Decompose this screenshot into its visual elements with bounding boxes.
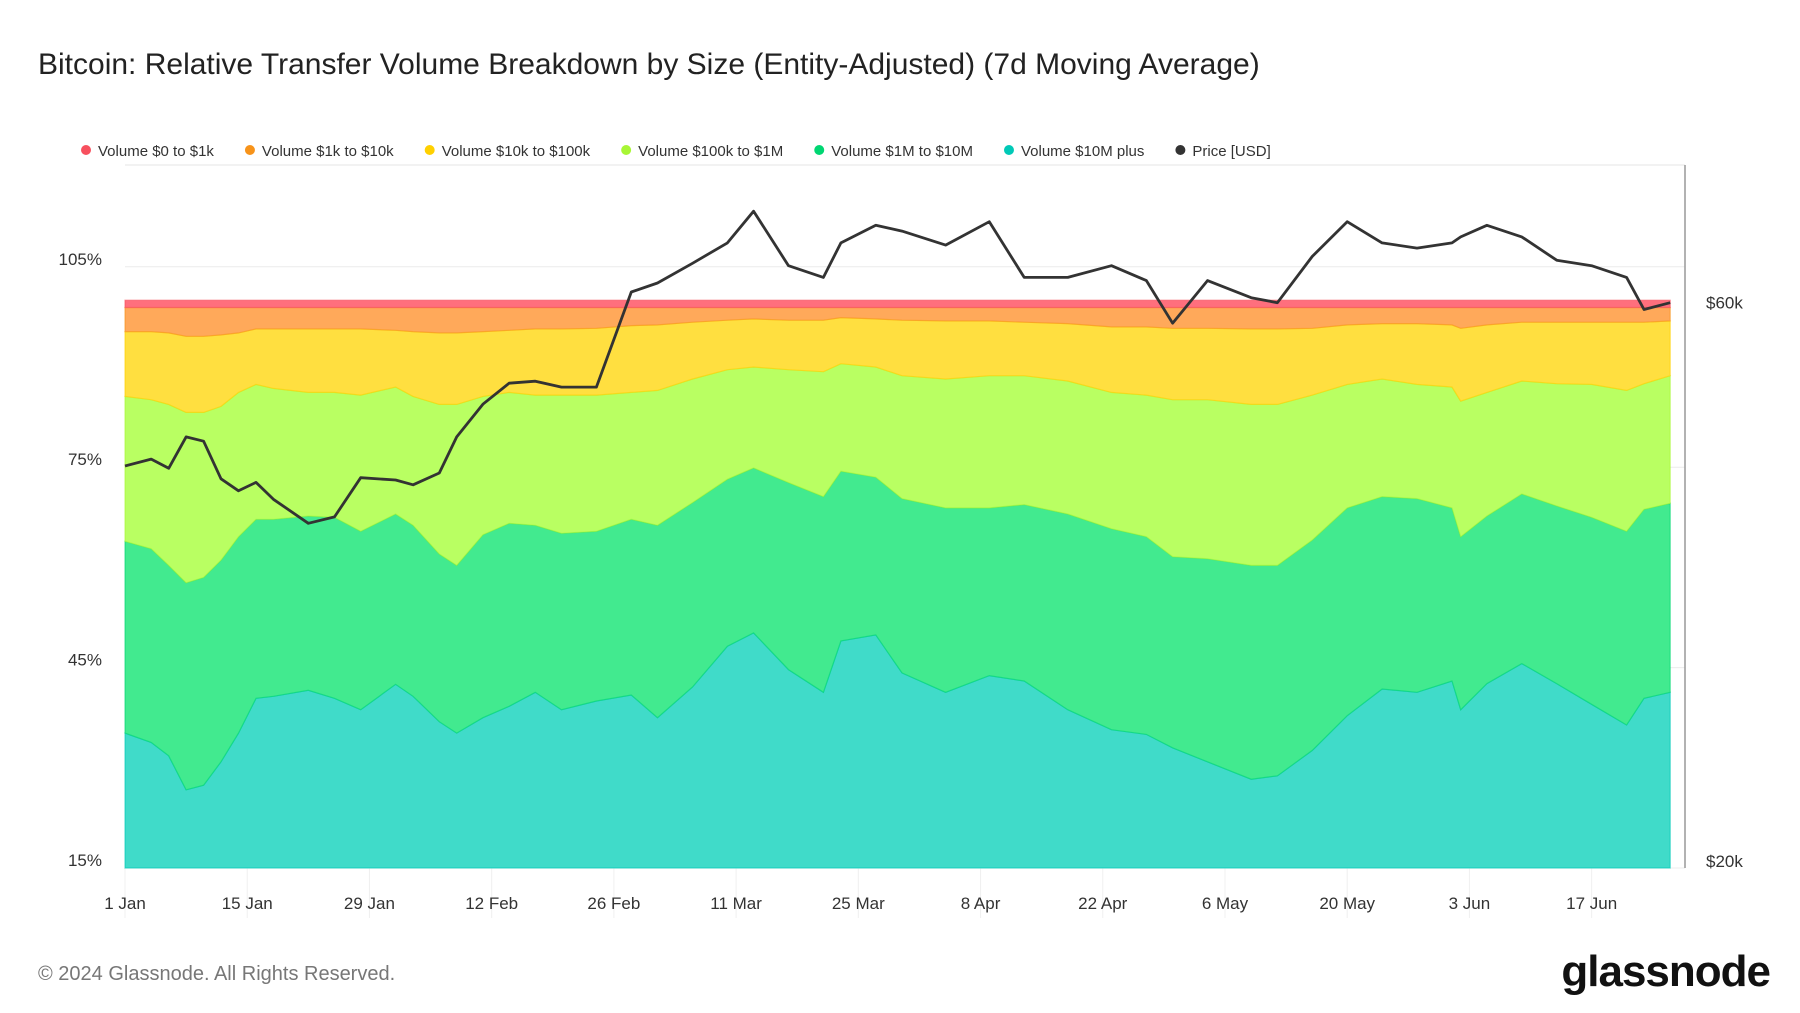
y-left-tick-label: 75% bbox=[68, 450, 102, 469]
x-tick-label: 6 May bbox=[1202, 894, 1249, 913]
legend-marker bbox=[621, 145, 632, 155]
y-left-tick-label: 105% bbox=[59, 250, 102, 269]
legend-marker bbox=[1175, 145, 1186, 155]
x-tick-label: 3 Jun bbox=[1449, 894, 1491, 913]
glassnode-logo: glassnode bbox=[1561, 947, 1770, 996]
chart-title: Bitcoin: Relative Transfer Volume Breakd… bbox=[38, 48, 1260, 81]
y-right-tick-label: $60k bbox=[1706, 293, 1743, 312]
legend: Volume $0 to $1k Volume $1k to $10k Volume… bbox=[81, 143, 1271, 160]
x-tick-label: 17 Jun bbox=[1566, 894, 1617, 913]
x-tick-label: 8 Apr bbox=[961, 894, 1001, 913]
price-line bbox=[124, 209, 1671, 525]
x-tick-label: 29 Jan bbox=[344, 894, 395, 913]
x-tick-label: 20 May bbox=[1319, 894, 1375, 913]
stacked-areas bbox=[124, 299, 1671, 869]
legend-marker bbox=[81, 145, 91, 155]
x-tick-label: 1 Jan bbox=[104, 894, 146, 913]
axes: 15% 45% 75% 105% $20k $60k 1 Jan 15 Jan 29 Jan 12… bbox=[59, 165, 1743, 913]
legend-label: Price [USD] bbox=[1192, 143, 1270, 160]
y-left-tick-label: 15% bbox=[68, 851, 102, 870]
y-right-tick-label: $20k bbox=[1706, 852, 1743, 871]
legend-marker bbox=[1003, 145, 1014, 155]
legend-label: Volume $10M plus bbox=[1021, 143, 1144, 160]
copyright: © 2024 Glassnode. All Rights Reserved. bbox=[38, 963, 395, 985]
legend-marker bbox=[424, 145, 435, 155]
x-tick-label: 12 Feb bbox=[465, 894, 518, 913]
price-series bbox=[124, 209, 1671, 525]
area-volume-0-to-1k bbox=[124, 299, 1671, 309]
x-tick-label: 11 Mar bbox=[710, 894, 762, 913]
legend-label: Volume $0 to $1k bbox=[98, 143, 214, 160]
legend-label: Volume $10k to $100k bbox=[442, 143, 591, 160]
x-tick-label: 26 Feb bbox=[587, 894, 640, 913]
legend-label: Volume $1k to $10k bbox=[262, 143, 394, 160]
x-tick-label: 22 Apr bbox=[1078, 894, 1127, 913]
legend-marker bbox=[244, 145, 255, 155]
legend-marker bbox=[814, 145, 825, 155]
legend-label: Volume $1M to $10M bbox=[831, 143, 973, 160]
legend-label: Volume $100k to $1M bbox=[638, 143, 783, 160]
y-left-tick-label: 45% bbox=[68, 651, 102, 670]
x-tick-label: 25 Mar bbox=[832, 894, 885, 913]
x-tick-label: 15 Jan bbox=[222, 894, 273, 913]
